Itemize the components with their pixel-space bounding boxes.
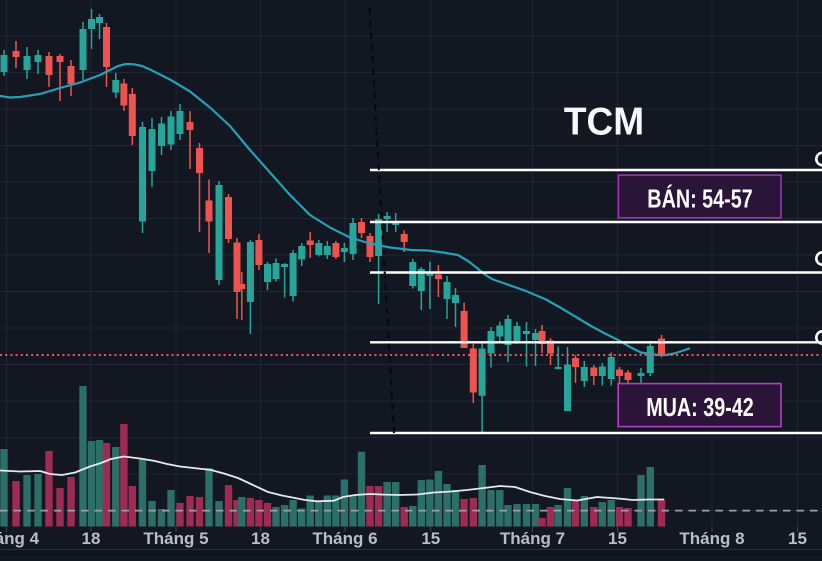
svg-text:Tháng 4: Tháng 4 (0, 529, 40, 548)
svg-text:Tháng 7: Tháng 7 (500, 529, 565, 548)
svg-text:Tháng 5: Tháng 5 (143, 529, 208, 548)
svg-text:Tháng 8: Tháng 8 (679, 529, 744, 548)
svg-text:18: 18 (82, 529, 101, 548)
svg-text:TCM: TCM (564, 101, 644, 144)
svg-text:15: 15 (608, 529, 627, 548)
svg-text:BÁN: 54-57: BÁN: 54-57 (647, 183, 752, 213)
svg-text:15: 15 (788, 529, 807, 548)
svg-text:MUA: 39-42: MUA: 39-42 (646, 392, 754, 421)
svg-text:18: 18 (251, 529, 270, 548)
svg-text:15: 15 (421, 529, 440, 548)
svg-text:Tháng 6: Tháng 6 (312, 529, 377, 548)
